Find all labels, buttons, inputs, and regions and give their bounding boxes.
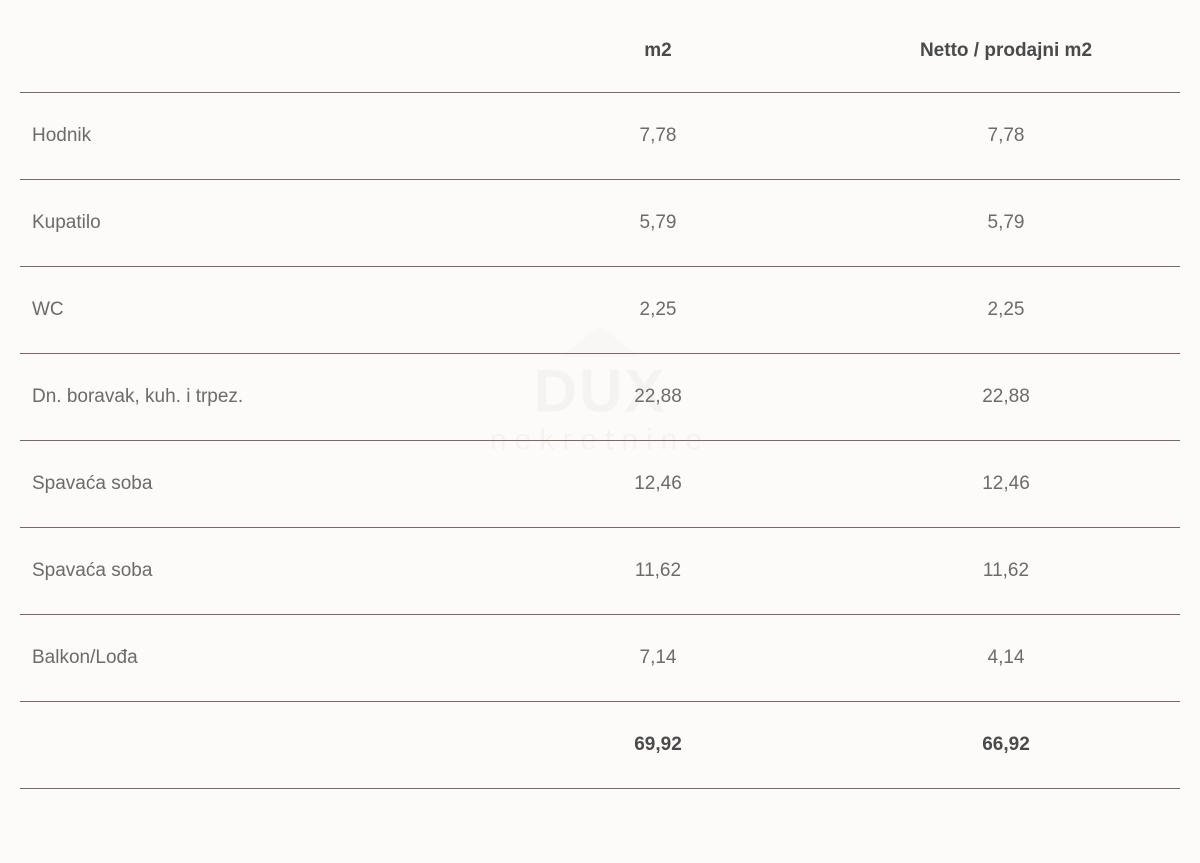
cell-m2: 7,78 — [484, 93, 832, 180]
cell-total-m2: 69,92 — [484, 702, 832, 789]
column-header-netto: Netto / prodajni m2 — [832, 20, 1180, 93]
table-row: Spavaća soba 12,46 12,46 — [20, 441, 1180, 528]
table-body: Hodnik 7,78 7,78 Kupatilo 5,79 5,79 WC 2… — [20, 93, 1180, 702]
area-table-container: DUX nekretnine m2 Netto / prodajni m2 Ho… — [20, 20, 1180, 789]
cell-room-label: Dn. boravak, kuh. i trpez. — [20, 354, 484, 441]
cell-netto: 11,62 — [832, 528, 1180, 615]
table-row: Spavaća soba 11,62 11,62 — [20, 528, 1180, 615]
cell-netto: 4,14 — [832, 615, 1180, 702]
table-row: Dn. boravak, kuh. i trpez. 22,88 22,88 — [20, 354, 1180, 441]
cell-netto: 2,25 — [832, 267, 1180, 354]
cell-netto: 5,79 — [832, 180, 1180, 267]
cell-m2: 12,46 — [484, 441, 832, 528]
cell-m2: 22,88 — [484, 354, 832, 441]
cell-room-label: Kupatilo — [20, 180, 484, 267]
cell-total-label — [20, 702, 484, 789]
column-header-m2: m2 — [484, 20, 832, 93]
cell-room-label: WC — [20, 267, 484, 354]
table-row: Balkon/Lođa 7,14 4,14 — [20, 615, 1180, 702]
cell-m2: 7,14 — [484, 615, 832, 702]
cell-room-label: Spavaća soba — [20, 441, 484, 528]
cell-netto: 22,88 — [832, 354, 1180, 441]
cell-m2: 2,25 — [484, 267, 832, 354]
cell-m2: 11,62 — [484, 528, 832, 615]
cell-room-label: Hodnik — [20, 93, 484, 180]
cell-total-netto: 66,92 — [832, 702, 1180, 789]
table-header-row: m2 Netto / prodajni m2 — [20, 20, 1180, 93]
area-table: m2 Netto / prodajni m2 Hodnik 7,78 7,78 … — [20, 20, 1180, 789]
table-total-row: 69,92 66,92 — [20, 702, 1180, 789]
cell-room-label: Spavaća soba — [20, 528, 484, 615]
cell-room-label: Balkon/Lođa — [20, 615, 484, 702]
table-row: WC 2,25 2,25 — [20, 267, 1180, 354]
table-row: Hodnik 7,78 7,78 — [20, 93, 1180, 180]
cell-m2: 5,79 — [484, 180, 832, 267]
cell-netto: 7,78 — [832, 93, 1180, 180]
column-header-room — [20, 20, 484, 93]
cell-netto: 12,46 — [832, 441, 1180, 528]
table-row: Kupatilo 5,79 5,79 — [20, 180, 1180, 267]
